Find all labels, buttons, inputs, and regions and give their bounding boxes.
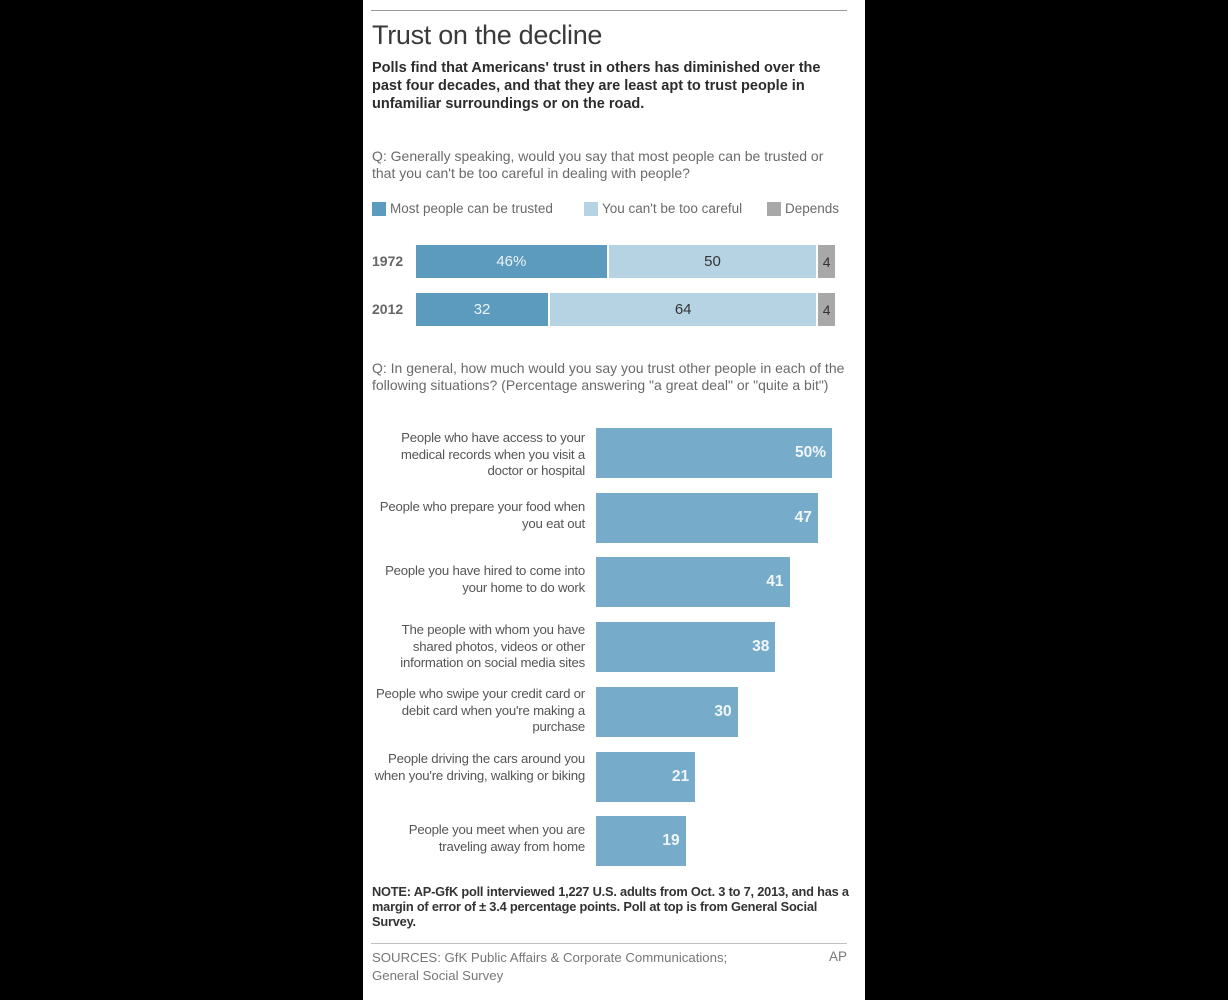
note: NOTE: AP-GfK poll interviewed 1,227 U.S.… — [372, 884, 849, 929]
data-label: 30 — [714, 702, 732, 720]
bar-segment-depends-2012: 4 — [818, 293, 835, 326]
year-label: 1972 — [372, 253, 404, 269]
bar-segment-trusted-2012: 32 — [416, 293, 549, 326]
question-1: Q: Generally speaking, would you say tha… — [372, 148, 824, 181]
bar — [596, 428, 832, 478]
bar-segment-depends-1972: 4 — [818, 245, 835, 278]
data-label-trusted-1972: 46% — [496, 253, 527, 270]
category-label: People who swipe your credit card or deb… — [375, 686, 585, 734]
top-rule — [371, 10, 847, 11]
category-label: People you meet when you are traveling a… — [408, 822, 585, 854]
chart-subtitle: Polls find that Americans' trust in othe… — [372, 60, 821, 112]
data-label: 19 — [662, 832, 680, 850]
category-label: The people with whom you have shared pho… — [400, 622, 585, 670]
bar-segment-trusted-1972: 46% — [416, 245, 607, 278]
data-label: 50% — [794, 444, 826, 461]
question-2: Q: In general, how much would you say yo… — [372, 360, 845, 393]
legend: Most people can be trusted You can't be … — [372, 201, 852, 221]
data-label: 47 — [794, 508, 812, 526]
legend-swatch-careful — [584, 201, 598, 216]
bar — [596, 622, 776, 673]
category-label: People you have hired to come into your … — [385, 563, 585, 595]
legend-label-depends: Depends — [785, 201, 840, 216]
legend-item-depends: Depends — [767, 201, 839, 216]
data-label: 38 — [752, 638, 770, 656]
bar — [596, 492, 818, 543]
chart-title: Trust on the decline — [372, 20, 603, 50]
legend-item-careful: You can't be too careful — [584, 201, 742, 216]
infographic-panel: Trust on the decline Polls find that Ame… — [363, 0, 865, 1000]
bar — [596, 686, 738, 737]
bar — [596, 751, 696, 802]
data-label-depends-2012: 4 — [822, 301, 831, 318]
data-label-careful-2012: 64 — [674, 301, 692, 318]
category-label: People who prepare your food when you ea… — [379, 499, 585, 531]
bar — [596, 816, 686, 867]
year-label: 2012 — [372, 301, 404, 317]
legend-item-trusted: Most people can be trusted — [372, 201, 553, 216]
bottom-rule — [371, 943, 847, 944]
bar-segment-careful-1972: 50 — [608, 245, 817, 278]
credit: AP — [829, 949, 848, 964]
legend-label-trusted: Most people can be trusted — [390, 201, 553, 216]
data-label-depends-1972: 4 — [822, 253, 831, 270]
sources: SOURCES: GfK Public Affairs & Corporate … — [372, 950, 728, 983]
bar — [596, 557, 790, 608]
data-label-careful-1972: 50 — [704, 253, 721, 270]
bar-segment-careful-2012: 64 — [550, 293, 817, 326]
legend-swatch-depends — [767, 201, 781, 216]
category-label: People driving the cars around you when … — [374, 751, 586, 783]
data-label: 21 — [671, 767, 690, 785]
legend-swatch-trusted — [372, 201, 386, 216]
data-label-trusted-2012: 32 — [473, 301, 491, 318]
data-label: 41 — [766, 573, 784, 591]
category-label: People who have access to your medical r… — [400, 430, 585, 478]
legend-label-careful: You can't be too careful — [602, 201, 743, 216]
